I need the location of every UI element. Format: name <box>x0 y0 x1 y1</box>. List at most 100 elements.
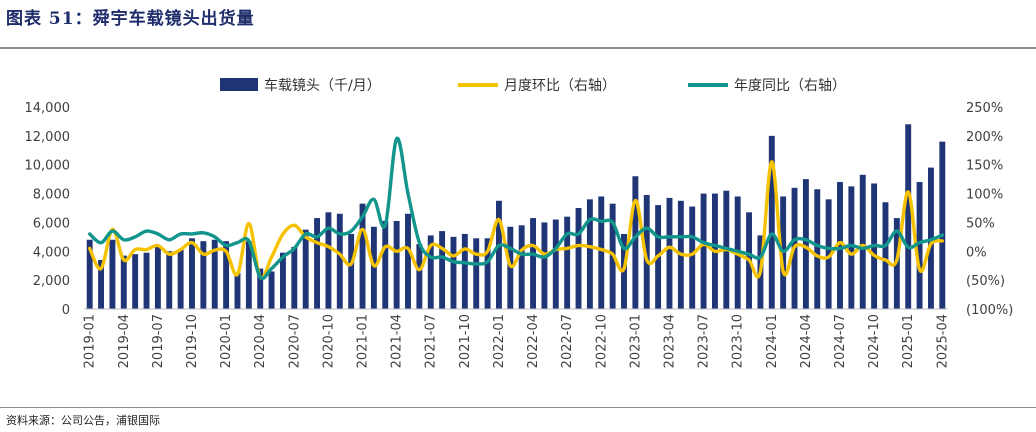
y-axis-right: (100%) (50%) 0% 50% 100% 150% 200% 250% <box>966 101 1013 318</box>
x-tick-label: 2019-04 <box>117 314 132 368</box>
line-series <box>87 136 945 281</box>
bar <box>166 251 173 309</box>
y-right-tick-label: 50% <box>966 216 995 231</box>
y-left-tick-label: 10,000 <box>25 159 71 174</box>
x-tick-label: 2023-01 <box>628 314 643 368</box>
bar <box>325 212 332 309</box>
bar <box>495 200 502 309</box>
y-left-tick-label: 14,000 <box>25 101 71 116</box>
bar <box>541 222 548 309</box>
legend-label: 车载镜头（千/月） <box>264 77 381 94</box>
bar <box>427 235 434 309</box>
bar <box>257 268 264 309</box>
x-tick-label: 2022-04 <box>526 314 541 368</box>
bar <box>132 254 139 309</box>
mom-line <box>87 160 945 280</box>
bar <box>223 241 230 309</box>
bar <box>393 220 400 309</box>
y-right-tick-label: 250% <box>966 101 1003 116</box>
bar <box>189 238 195 309</box>
y-right-tick-label: 150% <box>966 159 1003 174</box>
bar <box>211 239 218 309</box>
x-tick-label: 2019-10 <box>185 314 200 368</box>
x-tick-label: 2023-07 <box>697 314 712 368</box>
y-right-tick-label: 100% <box>966 188 1003 203</box>
bar <box>814 189 821 309</box>
y-right-tick-label: 200% <box>966 130 1003 145</box>
x-tick-label: 2021-10 <box>458 314 473 368</box>
x-tick-label: 2022-01 <box>492 314 507 368</box>
bar <box>859 174 866 309</box>
bar <box>689 206 696 309</box>
legend-label: 年度同比（右轴） <box>734 78 846 94</box>
bar <box>916 182 923 309</box>
bar <box>643 195 650 309</box>
x-tick-label: 2022-07 <box>560 314 575 368</box>
legend-label: 月度环比（右轴） <box>504 78 616 94</box>
x-tick-label: 2019-07 <box>151 314 166 368</box>
bar <box>200 241 207 309</box>
bar <box>905 124 912 309</box>
bar <box>586 199 593 309</box>
bar <box>268 271 275 309</box>
bar <box>848 186 855 309</box>
bar <box>177 249 184 309</box>
bar <box>825 199 832 309</box>
y-left-tick-label: 6,000 <box>33 216 70 231</box>
y-left-tick-label: 0 <box>62 303 70 318</box>
bar <box>405 213 411 309</box>
bar <box>382 220 389 309</box>
bar <box>314 218 321 309</box>
bar <box>802 179 809 309</box>
y-right-tick-label: (100%) <box>966 303 1013 318</box>
bar <box>291 246 298 309</box>
bar <box>143 252 150 309</box>
x-tick-label: 2023-10 <box>731 314 746 368</box>
x-tick-label: 2025-04 <box>935 314 950 368</box>
x-tick-label: 2019-01 <box>83 314 98 368</box>
top-rule <box>0 47 1036 49</box>
bar <box>348 233 355 309</box>
y-right-tick-label: (50%) <box>966 274 1005 289</box>
x-tick-label: 2024-01 <box>765 314 780 368</box>
bar <box>598 196 605 309</box>
x-tick-label: 2024-04 <box>799 314 814 368</box>
legend: 车载镜头（千/月） 月度环比（右轴） 年度同比（右轴） <box>220 77 846 94</box>
bar <box>552 219 559 309</box>
bar <box>484 238 491 309</box>
y-left-tick-label: 4,000 <box>33 245 70 260</box>
bar <box>473 238 480 309</box>
legend-swatch-bar <box>220 78 258 91</box>
bar <box>700 193 707 309</box>
y-left-tick-label: 12,000 <box>25 130 71 145</box>
bar <box>86 239 93 309</box>
bar <box>109 239 116 309</box>
bar <box>666 197 673 309</box>
bar <box>245 241 252 309</box>
y-axis-left: 0 2,000 4,000 6,000 8,000 10,000 12,000 14,000 <box>25 101 71 318</box>
x-tick-label: 2020-10 <box>321 314 336 368</box>
bar <box>154 246 161 309</box>
bar <box>575 208 582 309</box>
bar <box>564 216 571 309</box>
x-tick-label: 2020-01 <box>219 314 234 368</box>
bar <box>370 226 377 309</box>
bar <box>234 272 241 309</box>
x-tick-label: 2024-07 <box>833 314 848 368</box>
bar <box>416 244 423 309</box>
bar <box>359 203 366 309</box>
bar <box>439 231 446 309</box>
x-tick-label: 2024-10 <box>867 314 882 368</box>
bar <box>461 233 468 309</box>
bar-series <box>86 124 946 309</box>
y-left-tick-label: 2,000 <box>33 274 70 289</box>
bar <box>279 252 286 309</box>
bar <box>120 255 127 309</box>
figure-title: 图表 51：舜宇车载镜头出货量 <box>6 9 255 29</box>
x-tick-label: 2023-04 <box>662 314 677 368</box>
x-tick-label: 2021-07 <box>424 314 439 368</box>
y-left-tick-label: 8,000 <box>33 188 70 203</box>
bar <box>98 259 105 309</box>
bar <box>768 135 775 309</box>
bottom-rule <box>0 407 1036 408</box>
